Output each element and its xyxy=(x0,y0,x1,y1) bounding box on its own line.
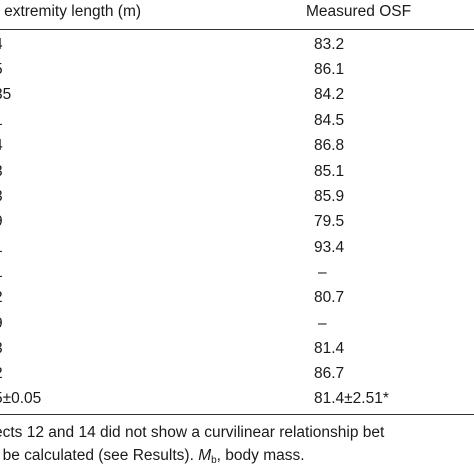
table-row: 1 – xyxy=(0,261,474,284)
osf-cell: 86.7 xyxy=(314,365,345,382)
osf-cell: 86.1 xyxy=(314,61,345,78)
length-cell: 35 xyxy=(0,86,12,103)
length-cell: 2 xyxy=(0,362,3,385)
table-row: 3 81.4 xyxy=(0,337,474,360)
length-cell: 5 xyxy=(0,58,3,81)
osf-cell: – xyxy=(318,315,327,332)
table-top-rule xyxy=(0,29,474,31)
table-row: 4 83.2 xyxy=(0,33,474,56)
length-cell: 9 xyxy=(0,210,3,233)
osf-cell: 85.9 xyxy=(314,188,345,205)
length-mean-cell: 5±0.05 xyxy=(0,390,42,407)
length-cell: 3 xyxy=(0,337,3,360)
osf-cell: 93.4 xyxy=(314,239,345,256)
osf-cell: 81.4 xyxy=(314,340,345,357)
footnote-line-2-text: t be calculated (see Results). xyxy=(0,447,199,464)
header-lower-extremity-length: er extremity length (m) xyxy=(0,3,142,20)
table-row-summary: 5±0.05 81.4±2.51* xyxy=(0,387,474,410)
table-row: 5 86.1 xyxy=(0,58,474,81)
length-cell: 9 xyxy=(0,312,3,335)
table-header-row: er extremity length (m) Measured OSF xyxy=(0,0,474,26)
length-cell: 1 xyxy=(0,236,3,259)
footnote-line-1: ects 12 and 14 did not show a curvilinea… xyxy=(0,424,385,441)
table-row: 35 84.2 xyxy=(0,83,474,106)
length-cell: 3 xyxy=(0,160,3,183)
body-mass-subscript: b xyxy=(211,455,217,466)
osf-cell: 80.7 xyxy=(314,289,345,306)
table-row: 9 – xyxy=(0,312,474,335)
table-row: 2 86.7 xyxy=(0,362,474,385)
length-cell: 2 xyxy=(0,286,3,309)
length-cell: 1 xyxy=(0,261,3,284)
length-cell: 3 xyxy=(0,185,3,208)
osf-cell: 85.1 xyxy=(314,163,345,180)
header-measured-osf: Measured OSF xyxy=(306,3,412,20)
osf-cell: – xyxy=(318,264,327,281)
table-bottom-rule xyxy=(0,414,474,416)
osf-mean-cell: 81.4±2.51* xyxy=(314,390,389,407)
length-cell: 4 xyxy=(0,33,3,56)
table-row: 4 86.8 xyxy=(0,134,474,157)
length-cell: 4 xyxy=(0,134,3,157)
table-row: 2 80.7 xyxy=(0,286,474,309)
osf-cell: 79.5 xyxy=(314,213,345,230)
osf-cell: 86.8 xyxy=(314,137,345,154)
osf-cell: 83.2 xyxy=(314,36,345,53)
footnote-line-2: t be calculated (see Results). Mb, body … xyxy=(0,445,305,467)
table-row: 1 93.4 xyxy=(0,236,474,259)
osf-cell: 84.5 xyxy=(314,112,345,129)
table-row: 1 84.5 xyxy=(0,109,474,132)
osf-cell: 84.2 xyxy=(314,86,345,103)
footnote-line-2-end: , body mass. xyxy=(216,447,305,464)
table-row: 9 79.5 xyxy=(0,210,474,233)
body-mass-symbol: M xyxy=(198,447,212,464)
table-row: 3 85.9 xyxy=(0,185,474,208)
length-cell: 1 xyxy=(0,109,3,132)
table-row: 3 85.1 xyxy=(0,160,474,183)
